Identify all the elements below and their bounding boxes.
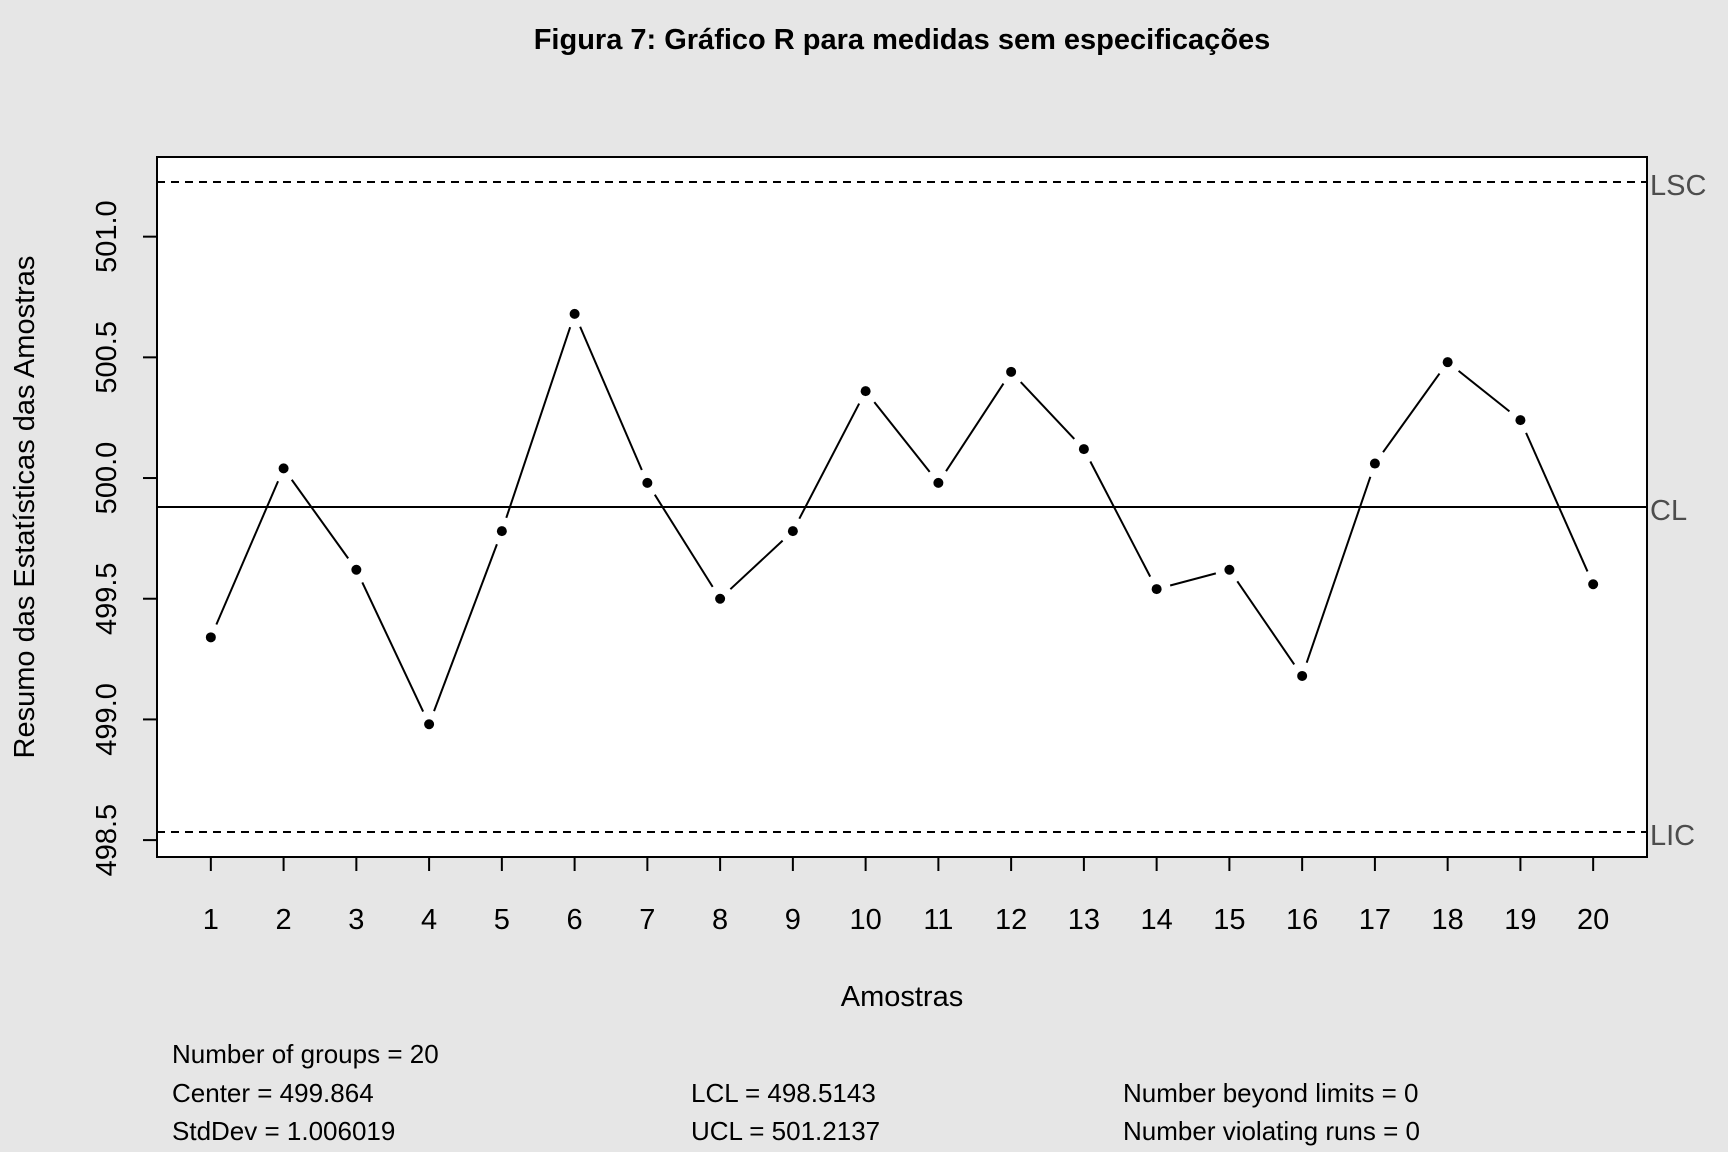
series-segment bbox=[1089, 461, 1152, 578]
lsc-label: LSC bbox=[1650, 170, 1706, 202]
x-tick-label: 6 bbox=[567, 904, 583, 936]
series-segment bbox=[729, 539, 784, 590]
series-segment bbox=[653, 494, 714, 588]
data-point bbox=[1006, 366, 1017, 377]
data-point bbox=[1588, 579, 1599, 590]
data-point bbox=[1369, 458, 1380, 469]
x-axis-label: Amostras bbox=[841, 981, 963, 1013]
x-tick-label: 7 bbox=[639, 904, 655, 936]
y-axis-label: Resumo das Estatísticas das Amostras bbox=[9, 256, 41, 759]
series-segment bbox=[1305, 476, 1372, 664]
x-tick-label: 20 bbox=[1577, 904, 1609, 936]
series-segment bbox=[1457, 370, 1511, 413]
series-segment bbox=[579, 326, 643, 471]
data-point bbox=[496, 526, 507, 537]
y-tick-label: 498.5 bbox=[91, 804, 123, 877]
data-point bbox=[278, 463, 289, 474]
stats-stddev: StdDev = 1.006019 bbox=[172, 1116, 395, 1146]
data-point bbox=[1224, 564, 1235, 575]
x-tick-label: 12 bbox=[995, 904, 1027, 936]
data-point bbox=[642, 477, 653, 488]
data-point bbox=[1297, 670, 1308, 681]
x-tick-label: 4 bbox=[421, 904, 437, 936]
x-tick-label: 13 bbox=[1068, 904, 1100, 936]
x-tick-label: 2 bbox=[276, 904, 292, 936]
series-segment bbox=[873, 401, 931, 473]
x-tick-label: 18 bbox=[1432, 904, 1464, 936]
x-tick-label: 9 bbox=[785, 904, 801, 936]
data-point bbox=[1515, 415, 1526, 426]
data-point bbox=[860, 386, 871, 397]
y-tick-label: 501.0 bbox=[91, 200, 123, 273]
y-tick-label: 500.5 bbox=[91, 321, 123, 394]
x-tick-label: 3 bbox=[348, 904, 364, 936]
data-point bbox=[351, 564, 362, 575]
stats-beyond-limits: Number beyond limits = 0 bbox=[1123, 1078, 1419, 1108]
series-segment bbox=[945, 382, 1005, 472]
data-point bbox=[1442, 357, 1453, 368]
series-segment bbox=[1382, 372, 1441, 453]
data-point bbox=[787, 526, 798, 537]
series-segment bbox=[1020, 381, 1076, 440]
cl-label: CL bbox=[1650, 495, 1687, 527]
data-series bbox=[215, 326, 1589, 713]
x-tick-label: 11 bbox=[923, 904, 953, 936]
x-axis-ticks: 1 2 3 4 5 6 7 8 9 10 11 12 13 14 15 16 17 18 19 20 bbox=[203, 857, 1609, 936]
stats-lcl: LCL = 498.5143 bbox=[691, 1078, 876, 1108]
stats-center: Center = 499.864 bbox=[172, 1078, 374, 1108]
x-tick-label: 8 bbox=[712, 904, 728, 936]
series-segment bbox=[505, 326, 572, 519]
data-point bbox=[933, 477, 944, 488]
series-segment bbox=[1525, 432, 1589, 572]
series-segment bbox=[798, 403, 861, 520]
x-tick-label: 14 bbox=[1141, 904, 1173, 936]
series-segment bbox=[215, 480, 279, 625]
y-axis-ticks: 498.5 499.0 499.5 500.0 500.5 501.0 bbox=[91, 200, 157, 876]
series-segment bbox=[1236, 580, 1296, 665]
x-tick-label: 19 bbox=[1504, 904, 1536, 936]
x-tick-label: 10 bbox=[849, 904, 881, 936]
chart-title: Figura 7: Gráfico R para medidas sem esp… bbox=[534, 24, 1271, 56]
y-tick-label: 499.0 bbox=[91, 683, 123, 756]
data-point bbox=[205, 632, 216, 643]
data-point bbox=[1151, 584, 1162, 595]
series-segment bbox=[433, 543, 498, 712]
data-points bbox=[205, 308, 1599, 730]
x-tick-label: 16 bbox=[1286, 904, 1318, 936]
y-tick-label: 499.5 bbox=[91, 562, 123, 635]
data-point bbox=[569, 308, 580, 319]
series-segment bbox=[361, 581, 425, 713]
x-tick-label: 17 bbox=[1359, 904, 1391, 936]
data-point bbox=[424, 719, 435, 730]
series-segment bbox=[290, 479, 349, 559]
data-point bbox=[1078, 444, 1089, 455]
x-tick-label: 5 bbox=[494, 904, 510, 936]
y-tick-label: 500.0 bbox=[91, 442, 123, 515]
lic-label: LIC bbox=[1650, 820, 1695, 852]
x-tick-label: 1 bbox=[203, 904, 219, 936]
x-tick-label: 15 bbox=[1213, 904, 1245, 936]
data-point bbox=[715, 593, 726, 604]
series-segment bbox=[1169, 572, 1217, 587]
stats-violating-runs: Number violating runs = 0 bbox=[1123, 1116, 1420, 1146]
stats-ucl: UCL = 501.2137 bbox=[691, 1116, 880, 1146]
stats-number-of-groups: Number of groups = 20 bbox=[172, 1039, 439, 1069]
